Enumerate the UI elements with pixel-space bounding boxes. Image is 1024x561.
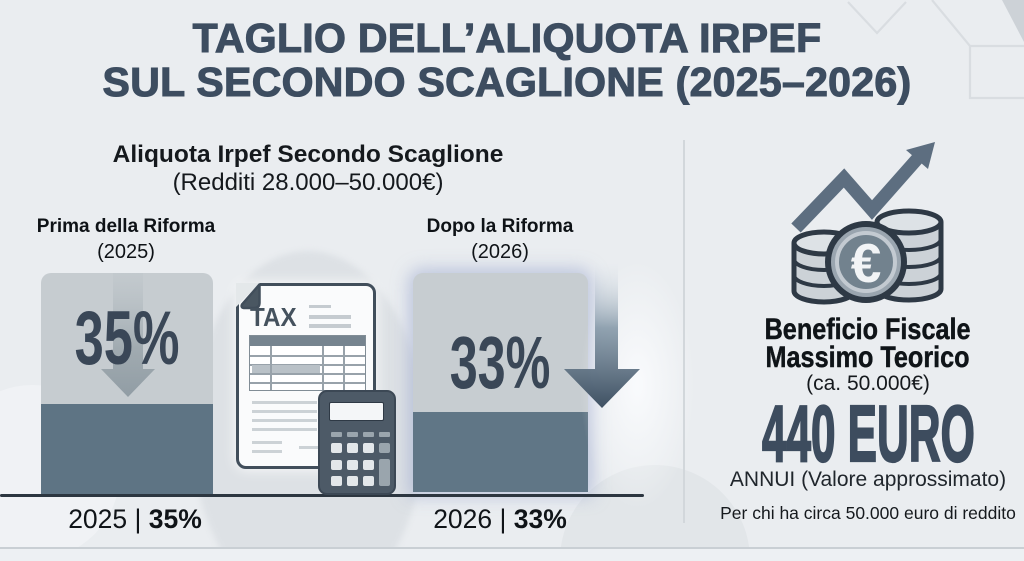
svg-text:€: € xyxy=(851,232,882,294)
